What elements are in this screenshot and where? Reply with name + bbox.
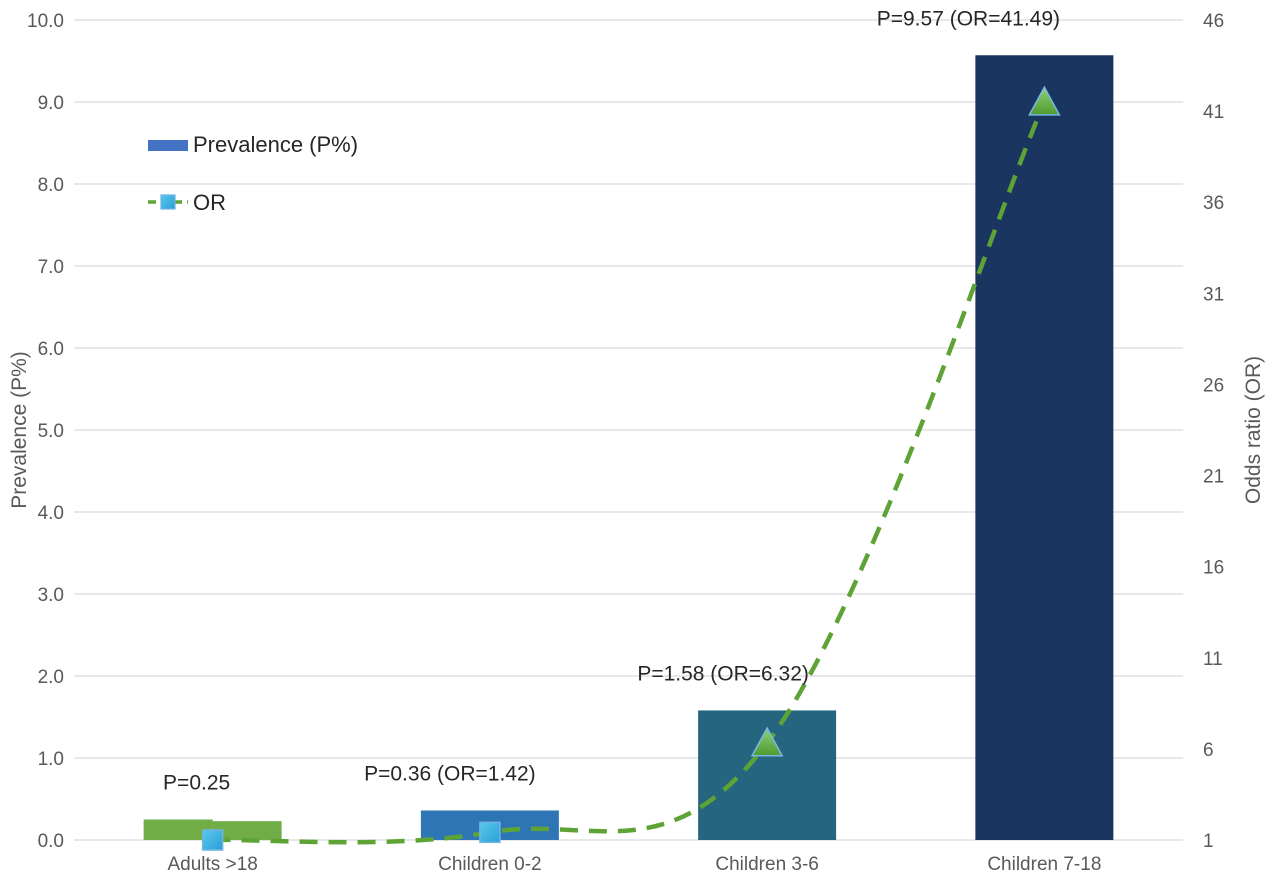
bar-3 — [975, 55, 1114, 840]
y-right-tick-label: 46 — [1203, 11, 1224, 32]
y-left-tick-label: 1.0 — [38, 749, 64, 770]
y-right-tick-label: 26 — [1203, 375, 1224, 396]
or-line-layer — [201, 85, 1061, 851]
y-right-tick-label: 11 — [1203, 649, 1223, 670]
y-right-tick-label: 1 — [1203, 831, 1214, 852]
legend: Prevalence (P%) OR — [148, 132, 358, 215]
y-right-tick-label: 41 — [1203, 102, 1224, 123]
y-left-axis-title: Prevalence (P%) — [8, 351, 31, 509]
x-tick-label: Children 3-6 — [715, 854, 819, 875]
axes-layer: 0.01.02.03.04.05.06.07.08.09.010.0161116… — [8, 11, 1265, 875]
y-right-axis-title: Odds ratio (OR) — [1242, 356, 1265, 504]
legend-label: OR — [193, 190, 226, 215]
or-line — [212, 101, 1047, 845]
y-right-tick-label: 16 — [1203, 558, 1224, 579]
or-marker — [750, 726, 784, 757]
or-marker — [479, 821, 501, 844]
legend-label: Prevalence (P%) — [193, 132, 358, 157]
legend-marker — [160, 194, 176, 210]
bar-adults — [143, 819, 213, 840]
y-left-tick-label: 0.0 — [38, 831, 64, 852]
y-left-tick-label: 2.0 — [38, 667, 64, 688]
y-left-tick-label: 4.0 — [38, 503, 64, 524]
y-left-tick-label: 9.0 — [38, 93, 64, 114]
y-left-tick-label: 5.0 — [38, 421, 64, 442]
legend-bar-swatch — [148, 140, 188, 151]
data-label: P=0.36 (OR=1.42) — [364, 762, 536, 785]
data-label: P=9.57 (OR=41.49) — [877, 7, 1060, 30]
y-right-tick-label: 31 — [1203, 284, 1224, 305]
y-left-tick-label: 7.0 — [38, 257, 64, 278]
y-right-tick-label: 36 — [1203, 193, 1224, 214]
y-left-tick-label: 8.0 — [38, 175, 64, 196]
x-tick-label: Children 0-2 — [438, 854, 542, 875]
data-label: P=1.58 (OR=6.32) — [637, 662, 809, 685]
data-label: P=0.25 — [163, 772, 230, 795]
bars-layer — [143, 55, 1114, 840]
data-labels-layer: P=0.25 P=0.36 (OR=1.42) P=1.58 (OR=6.32) P=… — [163, 7, 1060, 794]
or-marker — [1028, 85, 1061, 116]
bar-adults-part — [212, 821, 282, 840]
y-left-tick-label: 6.0 — [38, 339, 64, 360]
y-right-tick-label: 6 — [1203, 740, 1214, 761]
y-left-tick-label: 10.0 — [27, 11, 64, 32]
or-marker — [201, 829, 224, 851]
x-tick-label: Adults >18 — [167, 854, 257, 875]
y-right-tick-label: 21 — [1203, 467, 1224, 488]
x-tick-label: Children 7-18 — [987, 854, 1101, 875]
y-left-tick-label: 3.0 — [38, 585, 64, 606]
